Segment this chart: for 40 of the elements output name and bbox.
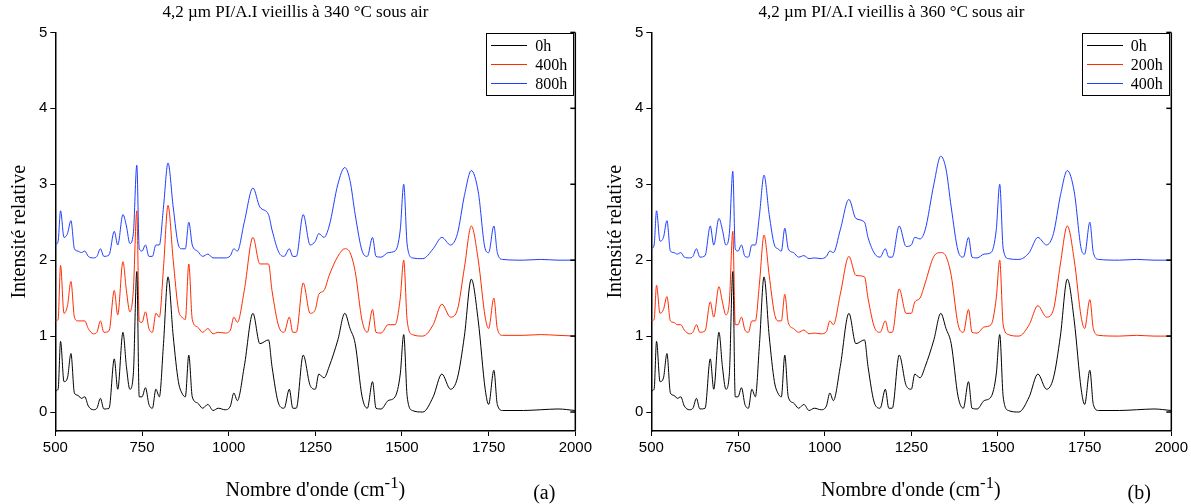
y-tick-label: 4 — [634, 98, 643, 116]
y-tick-label: 3 — [634, 174, 643, 192]
x-tick-label: 1000 — [211, 438, 246, 456]
y-tick-label: 2 — [634, 250, 643, 268]
y-tick-label: 1 — [634, 326, 643, 344]
x-tick-label: 500 — [638, 438, 664, 456]
y-axis-title: Intensité relative — [7, 164, 30, 299]
x-tick-label: 1500 — [980, 438, 1015, 456]
y-tick-label: 4 — [39, 98, 48, 116]
x-tick-label: 500 — [42, 438, 68, 456]
text: (b) — [1127, 481, 1151, 504]
chart-title: 4,2 µm PI/A.I vieillis à 340 °C sous air — [162, 1, 429, 21]
legend-label: 0h — [535, 36, 552, 55]
y-tick-label: 1 — [39, 326, 48, 344]
y-tick-label: 0 — [634, 402, 643, 420]
x-tick-label: 1500 — [385, 438, 419, 456]
legend-label: 800h — [535, 74, 568, 93]
x-tick-label: 1250 — [298, 438, 333, 456]
y-tick-label: 2 — [39, 250, 48, 268]
x-tick-label: 1750 — [471, 438, 506, 456]
x-tick-label: 2000 — [558, 438, 592, 456]
x-tick-label: 2000 — [1154, 438, 1188, 456]
x-axis-title: Nombre d'onde (cm$^{-1}$) — [225, 473, 406, 501]
y-tick-label: 5 — [634, 22, 643, 40]
x-tick-label: 1250 — [894, 438, 928, 456]
y-tick-label: 3 — [39, 174, 48, 192]
x-axis-title: Nombre d'onde (cm$^{-1}$) — [820, 473, 1001, 501]
x-tick-label: 1750 — [1067, 438, 1101, 456]
text: (a) — [533, 481, 556, 504]
legend-label: 200h — [1130, 55, 1163, 74]
x-tick-label: 750 — [129, 438, 155, 456]
legend-label: 0h — [1130, 36, 1147, 55]
y-axis-title: Intensité relative — [602, 164, 625, 299]
legend-label: 400h — [535, 55, 568, 74]
x-tick-label: 750 — [724, 438, 751, 456]
y-tick-label: 0 — [39, 402, 48, 420]
chart-title: 4,2 µm PI/A.I vieillis à 360 °C sous air — [758, 1, 1025, 21]
x-tick-label: 1000 — [807, 438, 841, 456]
y-tick-label: 5 — [39, 22, 48, 40]
legend-label: 400h — [1130, 74, 1163, 93]
